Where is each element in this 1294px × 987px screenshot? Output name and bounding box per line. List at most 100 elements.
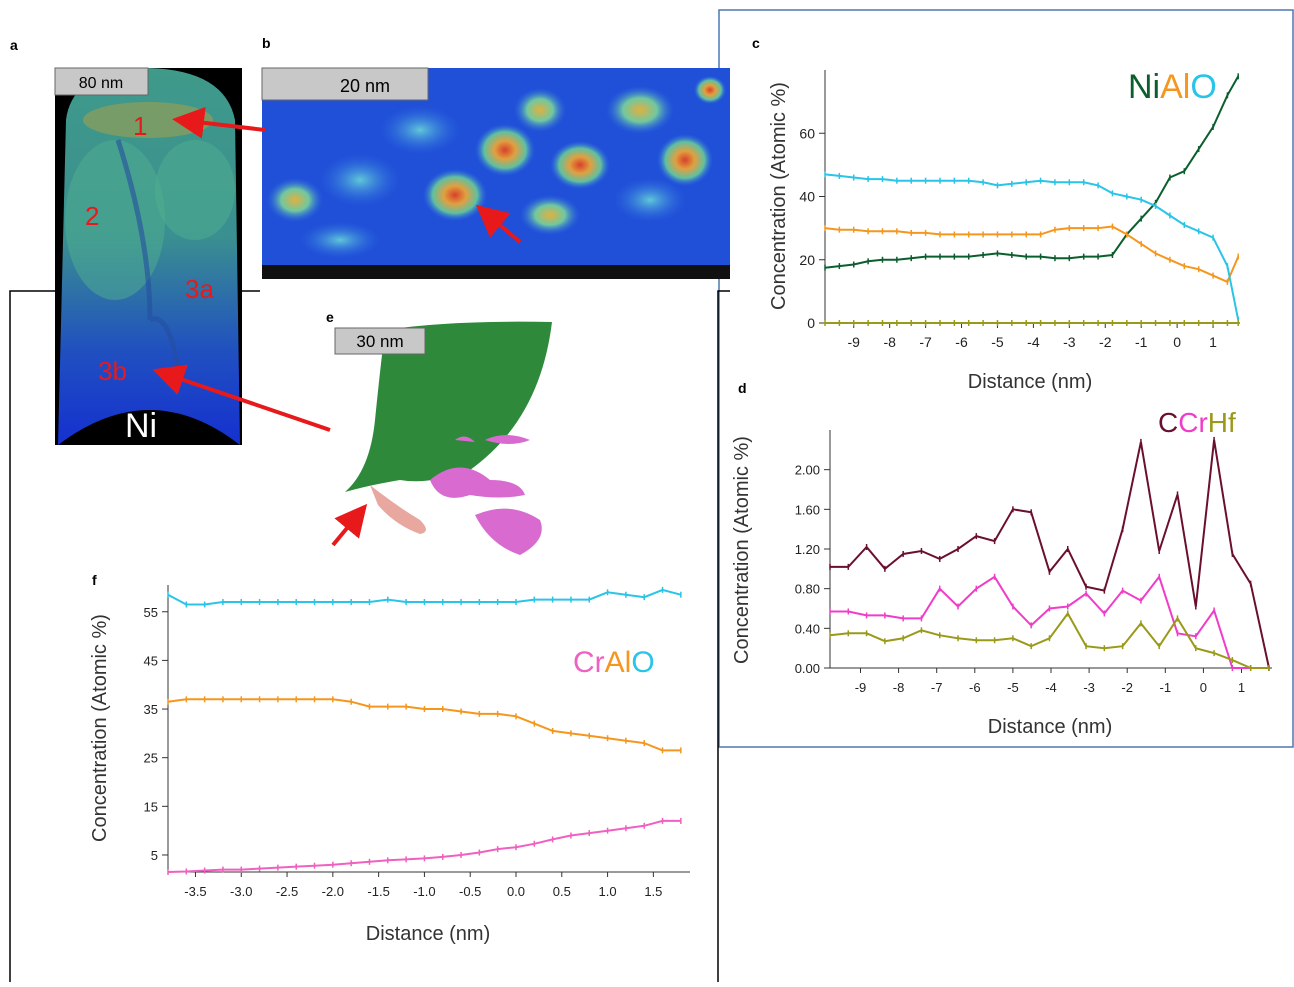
panel-letter: e	[326, 309, 334, 325]
x-tick-label: -2	[1121, 680, 1133, 695]
panel-letter: a	[10, 37, 18, 53]
legend: CCrHf	[1158, 407, 1236, 438]
scale-label: 80 nm	[79, 75, 123, 92]
x-tick-label: 1	[1209, 334, 1217, 350]
y-tick-label: 55	[144, 605, 158, 620]
legend-entry: Cr	[573, 646, 605, 679]
isosurface	[345, 321, 552, 492]
panel-letter: d	[738, 380, 747, 396]
x-tick-label: -1.5	[367, 884, 389, 899]
x-tick-label: -1.0	[413, 884, 435, 899]
y-tick-label: 60	[799, 125, 815, 141]
y-tick-label: 40	[799, 189, 815, 205]
x-tick-label: -7	[931, 680, 943, 695]
x-tick-label: -0.5	[459, 884, 481, 899]
y-axis-label: Concentration (Atomic %)	[89, 614, 111, 842]
y-tick-label: 0.00	[795, 661, 820, 676]
scale-label: 30 nm	[356, 332, 403, 351]
series-line	[824, 173, 1240, 320]
x-axis-label: Distance (nm)	[366, 923, 490, 945]
legend-entry: C	[1158, 407, 1178, 438]
x-axis-label: Distance (nm)	[988, 716, 1112, 738]
panel-letter: f	[92, 572, 97, 588]
legend: NiAlO	[1128, 68, 1217, 106]
region-label: 1	[133, 111, 147, 141]
x-tick-label: 1	[1238, 680, 1245, 695]
y-tick-label: 2.00	[795, 463, 820, 478]
x-tick-label: -9	[848, 334, 861, 350]
isosurface-particle	[455, 435, 530, 444]
x-tick-label: -9	[855, 680, 867, 695]
x-tick-label: -3.0	[230, 884, 252, 899]
x-tick-label: -5	[991, 334, 1004, 350]
x-tick-label: -6	[955, 334, 968, 350]
region-label: 3b	[98, 356, 127, 386]
x-tick-label: 1.0	[599, 884, 617, 899]
x-tick-label: -2	[1099, 334, 1112, 350]
series-line	[830, 439, 1270, 669]
y-tick-label: 35	[144, 702, 158, 717]
scale-bar	[54, 67, 149, 96]
heatmap-blobs	[267, 76, 726, 258]
x-tick-label: -8	[883, 334, 896, 350]
x-tick-label: -1	[1160, 680, 1172, 695]
legend-entry: Ni	[1128, 68, 1160, 106]
x-tick-label: -3	[1083, 680, 1095, 695]
region-label: 3a	[185, 274, 214, 304]
isosurface-particle	[475, 508, 542, 555]
series-line	[824, 75, 1240, 269]
legend-entry: O	[1190, 68, 1216, 106]
x-tick-label: -3.5	[184, 884, 206, 899]
panel-letter: b	[262, 35, 271, 51]
x-tick-label: -2.5	[276, 884, 298, 899]
y-tick-label: 25	[144, 751, 158, 766]
y-axis-label: Concentration (Atomic %)	[768, 82, 790, 310]
x-tick-label: -8	[893, 680, 905, 695]
scale-bar	[261, 67, 429, 101]
legend-entry: Al	[605, 646, 632, 679]
x-tick-label: -2.0	[322, 884, 344, 899]
base-label: Ni	[125, 407, 157, 445]
x-tick-label: -7	[919, 334, 932, 350]
series-line	[824, 225, 1240, 284]
panel-letter: c	[752, 35, 760, 51]
y-tick-label: 0.80	[795, 582, 820, 597]
x-tick-label: -1	[1135, 334, 1148, 350]
x-tick-label: 0.5	[553, 884, 571, 899]
legend-entry: Al	[1160, 68, 1190, 106]
y-tick-label: 0.40	[795, 621, 820, 636]
frame	[718, 9, 1294, 748]
y-tick-label: 15	[144, 799, 158, 814]
scale-label: 20 nm	[340, 76, 390, 96]
y-tick-label: 0	[807, 315, 815, 331]
x-tick-label: -3	[1063, 334, 1076, 350]
tip-region	[65, 140, 165, 300]
x-tick-label: -4	[1027, 334, 1040, 350]
scale-bar	[334, 327, 426, 355]
series-line	[830, 574, 1269, 669]
x-tick-label: -5	[1007, 680, 1019, 695]
legend: CrAlO	[573, 646, 655, 679]
legend-entry: O	[631, 646, 654, 679]
y-axis-label: Concentration (Atomic %)	[731, 436, 753, 664]
y-tick-label: 5	[151, 848, 158, 863]
arrows	[152, 106, 522, 547]
isosurface-particle	[430, 467, 525, 498]
x-tick-label: -6	[969, 680, 981, 695]
series-line	[167, 819, 681, 873]
y-tick-label: 1.60	[795, 502, 820, 517]
x-tick-label: -4	[1045, 680, 1057, 695]
y-tick-label: 1.20	[795, 542, 820, 557]
y-tick-label: 20	[799, 252, 815, 268]
x-tick-label: 1.5	[644, 884, 662, 899]
legend-entry: Hf	[1208, 407, 1236, 438]
region-label: 2	[85, 201, 99, 231]
x-tick-label: 0.0	[507, 884, 525, 899]
x-tick-label: 0	[1173, 334, 1181, 350]
tip-region	[155, 140, 235, 240]
heatmap-edge	[262, 265, 730, 279]
x-tick-label: 0	[1200, 680, 1207, 695]
y-tick-label: 45	[144, 653, 158, 668]
